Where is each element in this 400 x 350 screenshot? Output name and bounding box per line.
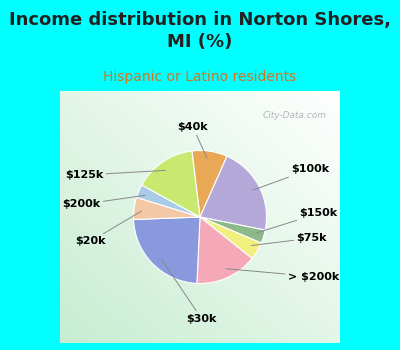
Wedge shape bbox=[197, 217, 252, 284]
Text: $150k: $150k bbox=[257, 209, 338, 233]
Text: Hispanic or Latino residents: Hispanic or Latino residents bbox=[103, 70, 297, 84]
Text: $200k: $200k bbox=[62, 195, 145, 209]
Wedge shape bbox=[134, 197, 200, 219]
Wedge shape bbox=[134, 217, 200, 284]
Wedge shape bbox=[142, 151, 200, 217]
Text: > $200k: > $200k bbox=[226, 269, 339, 281]
Text: $40k: $40k bbox=[178, 122, 208, 159]
Text: $100k: $100k bbox=[253, 164, 329, 190]
Wedge shape bbox=[200, 217, 261, 258]
Wedge shape bbox=[192, 150, 227, 217]
Text: City-Data.com: City-Data.com bbox=[262, 111, 326, 120]
Text: $30k: $30k bbox=[162, 259, 216, 323]
Wedge shape bbox=[136, 185, 200, 217]
Text: Income distribution in Norton Shores,
MI (%): Income distribution in Norton Shores, MI… bbox=[9, 10, 391, 51]
Text: $20k: $20k bbox=[75, 211, 142, 246]
Text: $125k: $125k bbox=[65, 170, 166, 180]
Wedge shape bbox=[200, 156, 266, 230]
Wedge shape bbox=[200, 217, 265, 243]
Text: $75k: $75k bbox=[251, 233, 327, 246]
